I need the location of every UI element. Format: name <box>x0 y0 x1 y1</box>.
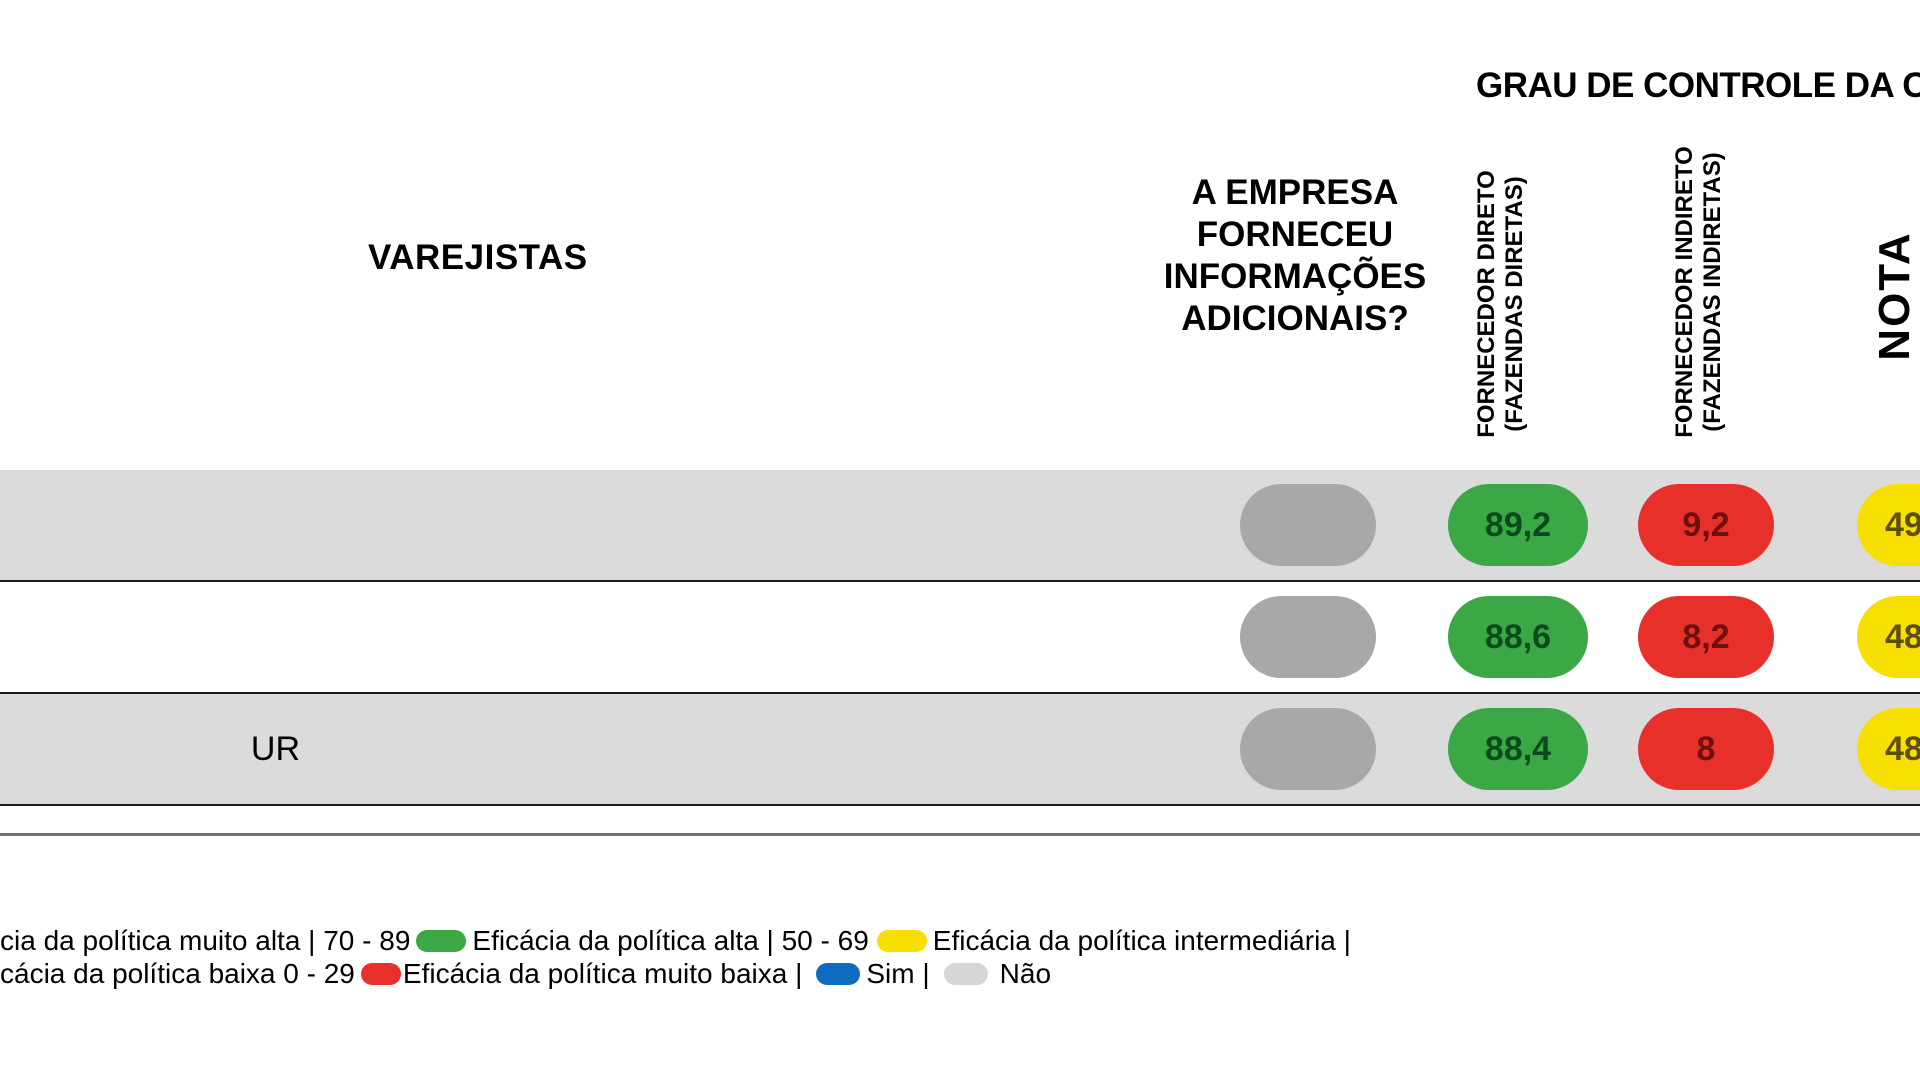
legend-text: cácia da política baixa 0 - 29 <box>0 958 355 990</box>
table-row: 88,6 8,2 48 <box>0 582 1920 694</box>
legend-chip-sim <box>816 962 861 985</box>
column-header-info-line: FORNECEU <box>1196 215 1394 254</box>
table-row: 89,2 9,2 49 <box>0 470 1920 582</box>
legend-text: Eficácia da política muito baixa | <box>402 958 803 990</box>
row-label <box>0 582 300 692</box>
row-label <box>0 470 300 580</box>
table-row: UR 88,4 8 48 <box>0 694 1920 806</box>
table-bottom-rule <box>0 833 1920 836</box>
row-label: UR <box>250 730 300 768</box>
legend-chip-high <box>416 929 467 952</box>
legend-line-1: cia da política muito alta | 70 - 89 Efic… <box>0 922 1351 957</box>
column-header-info: A EMPRESA FORNECEU INFORMAÇÕES ADICIONAI… <box>1150 172 1440 340</box>
group-title: GRAU DE CONTROLE DA C <box>1476 66 1920 105</box>
legend-text: Eficácia da política alta | 50 - 69 <box>472 925 869 957</box>
column-header-direct-line: (FAZENDAS DIRETAS) <box>1501 176 1528 432</box>
direct-score-pill: 89,2 <box>1448 484 1588 566</box>
info-status-pill <box>1240 484 1376 566</box>
nota-score-pill: 49 <box>1857 484 1920 566</box>
column-header-info-line: A EMPRESA <box>1191 173 1399 212</box>
direct-score-pill: 88,6 <box>1448 596 1588 678</box>
column-header-info-line: INFORMAÇÕES <box>1163 257 1427 296</box>
column-header-direct-line: FORNECEDOR DIRETO <box>1473 170 1500 438</box>
direct-score-pill: 88,4 <box>1448 708 1588 790</box>
legend-text: Eficácia da política intermediária | <box>932 925 1351 957</box>
column-header-indirect-line: (FAZENDAS INDIRETAS) <box>1699 152 1726 432</box>
legend-line-2: cácia da política baixa 0 - 29 Eficácia d… <box>0 955 1051 990</box>
column-header-info-line: ADICIONAIS? <box>1181 299 1409 338</box>
legend-text: cia da política muito alta | 70 - 89 <box>0 925 411 957</box>
legend-chip-very-low <box>360 962 401 985</box>
legend-text: Sim | <box>866 958 930 990</box>
legend-text: Não <box>999 958 1052 990</box>
indirect-score-pill: 9,2 <box>1638 484 1774 566</box>
column-header-varejistas: VAREJISTAS <box>368 238 588 277</box>
legend-chip-intermediate <box>876 929 927 952</box>
indirect-score-pill: 8 <box>1638 708 1774 790</box>
column-header-indirect: FORNECEDOR INDIRETO (FAZENDAS INDIRETAS) <box>1671 132 1731 452</box>
info-status-pill <box>1240 708 1376 790</box>
column-header-direct: FORNECEDOR DIRETO (FAZENDAS DIRETAS) <box>1473 144 1533 464</box>
legend-chip-nao <box>943 962 988 985</box>
indirect-score-pill: 8,2 <box>1638 596 1774 678</box>
info-status-pill <box>1240 596 1376 678</box>
nota-score-pill: 48 <box>1857 596 1920 678</box>
column-header-nota: NOTA <box>1870 231 1919 361</box>
column-header-indirect-line: FORNECEDOR INDIRETO <box>1671 146 1698 438</box>
nota-score-pill: 48 <box>1857 708 1920 790</box>
